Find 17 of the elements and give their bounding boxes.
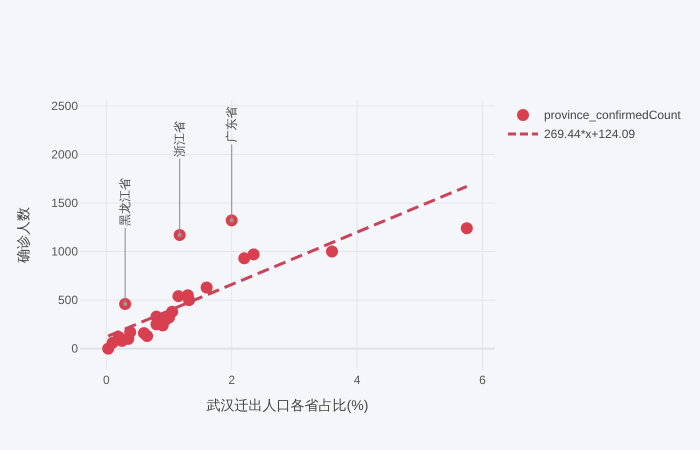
x-tick-label: 0 bbox=[102, 373, 110, 387]
legend-label: 269.44*x+124.09 bbox=[544, 127, 636, 141]
annotation: 浙江省 bbox=[172, 121, 187, 157]
legend-label: province_confirmedCount bbox=[544, 108, 682, 122]
x-tick-label: 2 bbox=[228, 373, 236, 387]
y-tick-label: 0 bbox=[71, 342, 78, 356]
y-tick-label: 2000 bbox=[51, 147, 78, 162]
x-tick-label: 6 bbox=[479, 373, 486, 387]
x-axis-title: 武汉迁出人口各省占比(%) bbox=[206, 397, 368, 413]
y-tick-label: 1500 bbox=[51, 196, 78, 210]
x-tick-label: 4 bbox=[354, 373, 361, 387]
annotation: 广东省 bbox=[224, 106, 239, 142]
y-tick-label: 2500 bbox=[51, 98, 78, 113]
y-axis-title: 确诊人数 bbox=[15, 207, 31, 264]
y-tick-label: 500 bbox=[58, 293, 78, 308]
y-tick-label: 1000 bbox=[51, 244, 78, 259]
annotation: 黑龙江省 bbox=[118, 178, 132, 226]
